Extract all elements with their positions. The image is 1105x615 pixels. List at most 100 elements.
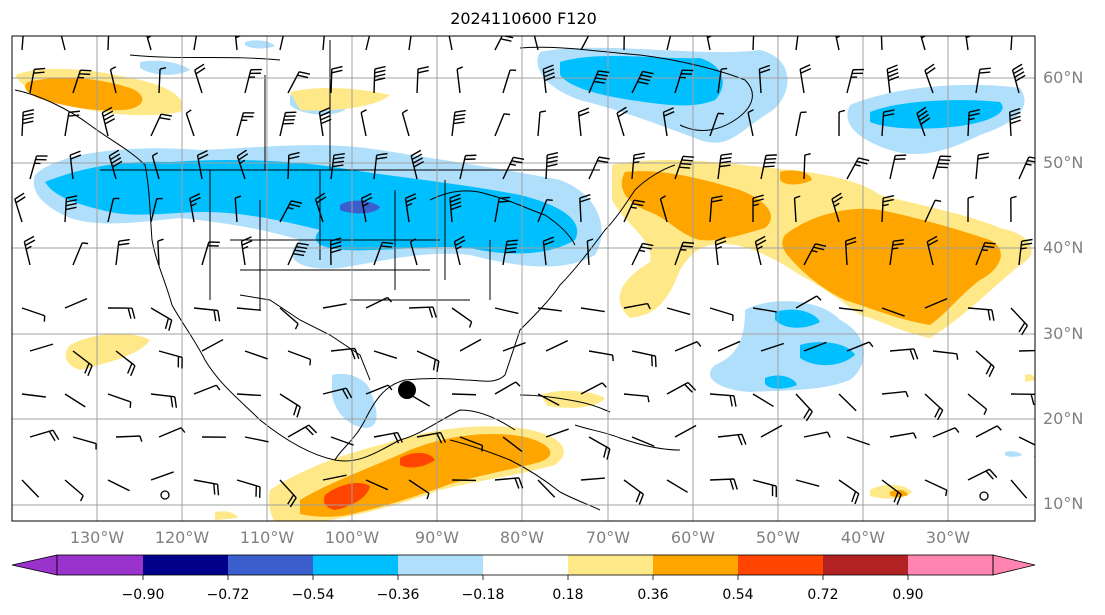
wind-barb — [760, 424, 783, 438]
wind-barb — [410, 155, 418, 180]
wind-barb-feather — [241, 240, 253, 246]
wind-barb — [244, 69, 252, 94]
wind-barb-feather — [756, 245, 763, 250]
wind-barb — [21, 111, 24, 137]
wind-barb — [831, 198, 840, 223]
wind-barb — [151, 155, 160, 180]
wind-barb — [880, 36, 883, 51]
wind-barb — [115, 435, 141, 438]
wind-barb — [916, 113, 926, 137]
wind-barb — [674, 424, 697, 438]
wind-barb — [537, 199, 548, 223]
wind-barb — [967, 307, 992, 311]
wind-barb — [502, 69, 511, 94]
wind-barb-feather — [921, 36, 927, 39]
wind-barb-feather — [1012, 25, 1018, 26]
wind-barb-feather — [498, 200, 510, 203]
wind-barb — [72, 242, 83, 266]
wind-barb-feather — [293, 404, 298, 416]
wind-barb — [709, 307, 734, 316]
wind-barb-feather — [924, 63, 935, 71]
wind-barb-feather — [988, 366, 995, 378]
wind-barb — [975, 350, 995, 368]
wind-barb — [69, 155, 74, 180]
wind-barb-feather — [905, 391, 909, 398]
wind-barb — [1018, 436, 1035, 446]
wind-barb-feather — [854, 493, 860, 505]
wind-barb — [494, 477, 519, 481]
wind-barb-feather — [639, 249, 646, 253]
wind-barb — [29, 155, 38, 180]
wind-barb-feather — [406, 202, 413, 207]
wind-barb — [279, 112, 287, 137]
wind-barb-feather — [913, 348, 919, 360]
wind-barb — [279, 36, 284, 51]
wind-barb — [330, 155, 335, 180]
wind-barb-feather — [412, 29, 423, 30]
wind-barb — [416, 431, 441, 438]
wind-barb-feather — [816, 295, 822, 301]
wind-barb — [717, 433, 742, 438]
wind-barb-feather — [68, 114, 80, 117]
dark-blue-shading — [340, 200, 380, 214]
wind-barb — [502, 241, 508, 266]
colorbar-tick: −0.72 — [206, 587, 250, 603]
wind-barb — [881, 307, 905, 317]
wind-barb-feather — [835, 25, 845, 30]
wind-barb-feather — [1021, 325, 1029, 336]
wind-barb-feather — [696, 341, 702, 347]
wind-barb — [709, 113, 719, 137]
wind-barb — [709, 198, 713, 223]
wind-barb — [717, 69, 722, 94]
wind-barb-feather — [1009, 107, 1021, 113]
wind-barb-feather — [413, 160, 424, 168]
wind-barb-feather — [881, 23, 891, 26]
wind-barb-feather — [996, 425, 1002, 431]
wind-barb — [1018, 241, 1023, 266]
wind-barb — [666, 36, 672, 51]
wind-barb — [360, 198, 367, 223]
wind-barb-feather — [287, 494, 295, 505]
orange-shading — [25, 77, 1001, 517]
wind-barb — [373, 242, 383, 266]
wind-barb-feather — [729, 478, 735, 490]
wind-barb — [107, 36, 110, 51]
wind-barb-feather — [297, 242, 309, 246]
wind-barb — [795, 36, 799, 51]
wind-barb — [838, 393, 857, 412]
wind-barb-feather — [195, 67, 206, 75]
wind-barb-feather — [719, 160, 732, 164]
wind-barb — [932, 155, 941, 180]
wind-barb-feather — [606, 448, 611, 460]
wind-barb-feather — [988, 468, 998, 478]
wind-barb — [115, 241, 120, 266]
wind-barb — [236, 156, 246, 180]
wind-barb-feather — [506, 243, 518, 246]
wind-barb-feather — [1010, 195, 1017, 199]
wind-barb-feather — [387, 384, 393, 391]
wind-barb-feather — [417, 65, 429, 70]
wind-barb — [29, 343, 54, 352]
wind-barb-feather — [48, 430, 56, 442]
wind-barb-feather — [289, 497, 297, 508]
wind-barb — [631, 243, 644, 266]
wind-barb — [373, 350, 398, 359]
wind-barb-feather — [711, 199, 723, 203]
wind-barb-feather — [707, 36, 713, 39]
wind-barb-feather — [965, 22, 975, 26]
wind-barb-feather — [1020, 247, 1027, 250]
wind-barb-feather — [410, 238, 417, 243]
wind-barb-feather — [296, 245, 308, 250]
wind-barb-feather — [24, 239, 36, 247]
wind-barb-feather — [1010, 119, 1021, 125]
wind-barb — [631, 71, 644, 94]
wind-barb-feather — [592, 29, 598, 30]
wind-barb-feather — [146, 29, 155, 35]
wind-barb-feather — [361, 196, 373, 203]
wind-barb — [709, 478, 735, 481]
wind-barb-feather — [332, 160, 344, 164]
wind-barb-feather — [305, 426, 314, 436]
wind-barb — [107, 393, 131, 403]
wind-barb-feather — [977, 156, 989, 160]
wind-barb-feather — [956, 353, 959, 360]
